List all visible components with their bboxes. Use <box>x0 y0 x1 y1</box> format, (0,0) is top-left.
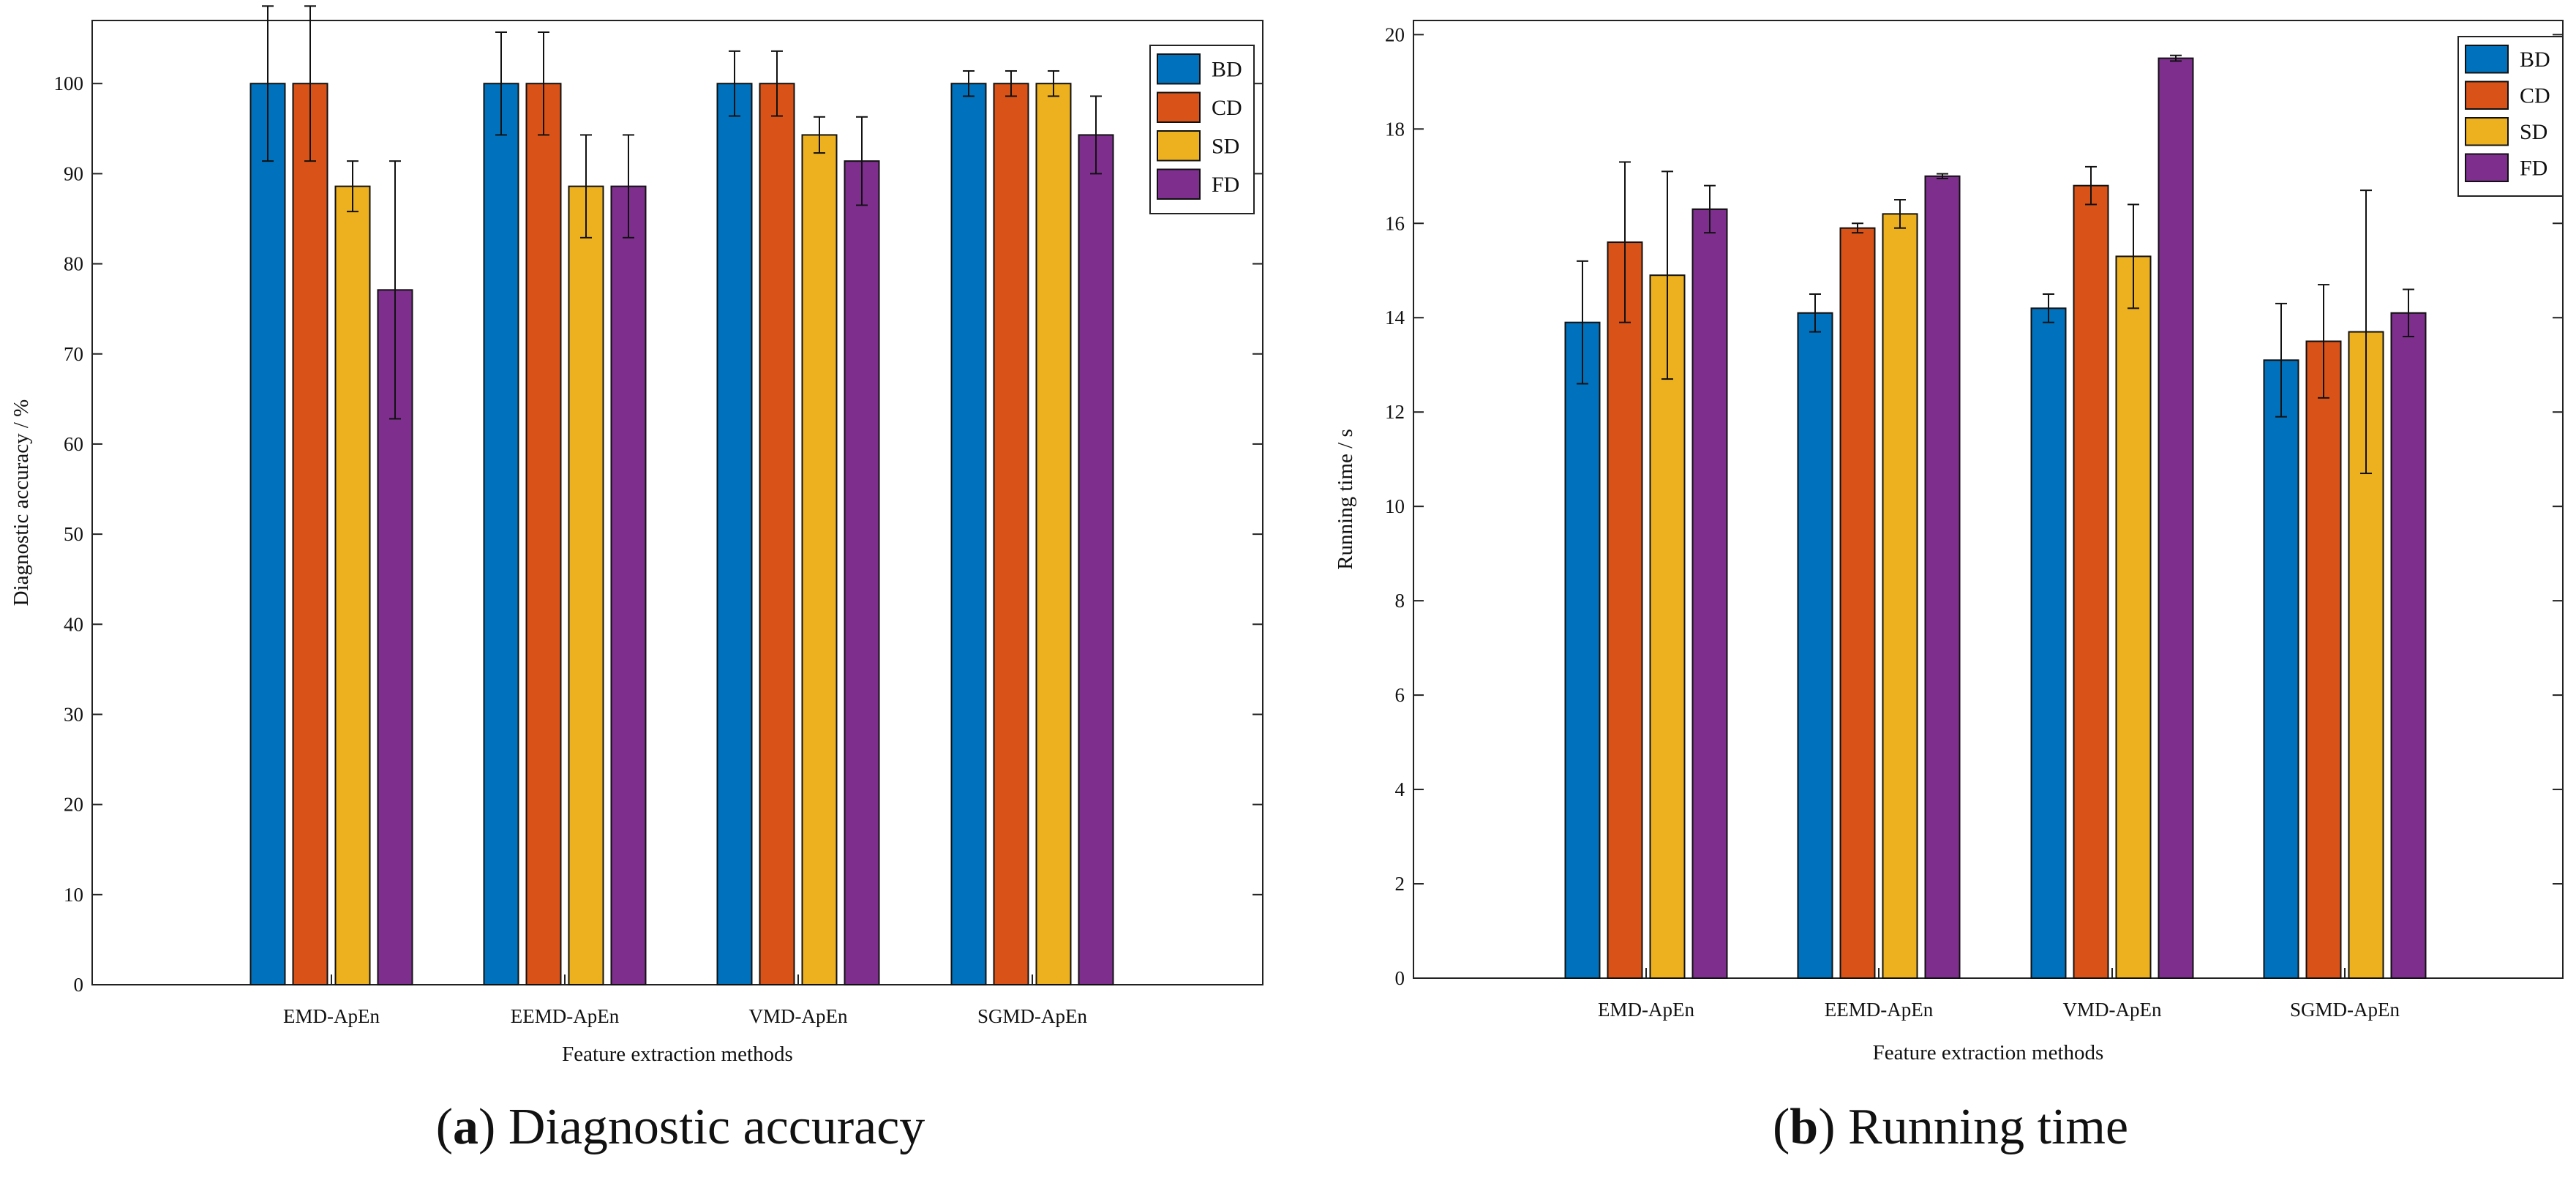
x-tick-label: VMD-ApEn <box>749 1005 848 1027</box>
bar-fd <box>610 185 647 985</box>
bar-cd <box>1839 227 1876 980</box>
chart-diagnostic-accuracy: 0 10 20 30 40 50 60 70 80 90 100 EMD-ApEn EEMD-ApEn V… <box>10 5 1263 1066</box>
bar-bd <box>2263 359 2299 979</box>
bar-sd <box>1649 274 1686 979</box>
legend-swatch-fd <box>2465 153 2509 182</box>
legend-swatch-bd <box>2465 45 2509 74</box>
caption-b-letter: b <box>1790 1099 1818 1155</box>
y-tick-label: 8 <box>1395 590 1405 612</box>
bar-fd <box>844 160 880 986</box>
y-tick-label: 4 <box>1395 778 1405 800</box>
caption-a: (a) Diagnostic accuracy <box>436 1099 925 1155</box>
bar-fd <box>2158 57 2194 980</box>
y-tick-label: 0 <box>74 974 84 996</box>
bar-bd <box>249 83 286 986</box>
bar-bd <box>950 83 987 986</box>
bar-bd <box>716 83 753 986</box>
legend-swatch-fd <box>1157 168 1201 200</box>
legend-label-bd: BD <box>2520 48 2550 72</box>
legend-label-fd: FD <box>2520 156 2547 180</box>
caption-a-letter: a <box>453 1099 478 1155</box>
caption-b: (b) Running time <box>1773 1099 2128 1155</box>
legend-label-fd: FD <box>1212 173 1239 197</box>
legend-label-cd: CD <box>1212 96 1242 120</box>
x-axis-label: Feature extraction methods <box>562 1043 793 1066</box>
caption-b-text: Running time <box>1848 1099 2128 1155</box>
legend-swatch-bd <box>1157 53 1201 85</box>
bar-cd <box>759 83 795 986</box>
bar-sd <box>568 185 604 985</box>
y-tick-label: 12 <box>1385 401 1405 423</box>
axes-box-b <box>1413 20 2564 979</box>
x-tick-label: EEMD-ApEn <box>511 1005 620 1027</box>
bar-sd <box>1882 213 1918 980</box>
legend-swatch-sd <box>1157 130 1201 162</box>
bar-bd <box>483 83 519 986</box>
y-tick-label: 0 <box>1395 967 1405 989</box>
bar-sd <box>334 185 371 985</box>
bar-fd <box>2390 312 2427 979</box>
y-tick-label: 18 <box>1385 118 1405 140</box>
x-axis-label: Feature extraction methods <box>1873 1041 2104 1064</box>
bar-bd <box>1564 321 1601 980</box>
bar-cd <box>993 83 1029 986</box>
legend-swatch-sd <box>2465 117 2509 146</box>
y-tick-label: 2 <box>1395 873 1405 895</box>
bar-bd <box>2030 307 2067 979</box>
legend-label-sd: SD <box>1212 134 1239 158</box>
bar-fd <box>1924 175 1961 980</box>
y-tick-label: 70 <box>64 343 83 365</box>
y-tick-label: 80 <box>64 253 83 275</box>
caption-a-text: Diagnostic accuracy <box>508 1099 925 1155</box>
y-tick-label: 30 <box>64 703 83 725</box>
x-tick-label: EEMD-ApEn <box>1825 999 1934 1021</box>
y-tick-label: 10 <box>1385 495 1405 517</box>
x-tick-label: EMD-ApEn <box>1598 999 1694 1021</box>
bar-cd <box>1607 241 1643 979</box>
x-tick-label: SGMD-ApEn <box>977 1005 1088 1027</box>
legend-label-sd: SD <box>2520 120 2547 144</box>
x-tick-label: SGMD-ApEn <box>2290 999 2400 1021</box>
y-tick-label: 50 <box>64 523 83 545</box>
y-tick-label: 6 <box>1395 684 1405 706</box>
y-axis-label: Running time / s <box>1334 429 1357 570</box>
bar-cd <box>292 83 328 986</box>
bar-sd <box>2115 255 2152 979</box>
legend-swatch-cd <box>2465 80 2509 110</box>
bar-sd <box>801 134 838 985</box>
y-tick-label: 16 <box>1385 212 1405 234</box>
bar-sd <box>1035 83 1072 986</box>
y-axis-label: Diagnostic accuracy / % <box>10 399 33 606</box>
y-tick-label: 20 <box>64 794 83 816</box>
y-tick-label: 60 <box>64 433 83 455</box>
y-tick-label: 14 <box>1385 307 1405 328</box>
y-tick-label: 90 <box>64 162 83 184</box>
y-tick-label: 40 <box>64 613 83 635</box>
y-tick-label: 100 <box>54 72 84 94</box>
bar-cd <box>2073 184 2109 979</box>
bar-cd <box>2305 340 2342 979</box>
legend-swatch-cd <box>1157 91 1201 123</box>
chart-running-time: 0 2 4 6 8 10 12 14 16 18 20 EMD-ApEn EEMD-ApEn VMD-Ap… <box>1334 20 2564 1064</box>
legend-label-cd: CD <box>2520 83 2550 108</box>
legend-label-bd: BD <box>1212 57 1242 81</box>
axes-box-a <box>91 20 1263 985</box>
x-tick-label: VMD-ApEn <box>2063 999 2162 1021</box>
bar-bd <box>1797 312 1833 979</box>
y-tick-label: 10 <box>64 884 83 906</box>
bar-fd <box>1078 134 1114 985</box>
bar-fd <box>1691 208 1728 979</box>
bar-cd <box>525 83 562 986</box>
y-tick-label: 20 <box>1385 23 1405 45</box>
x-tick-label: EMD-ApEn <box>283 1005 380 1027</box>
